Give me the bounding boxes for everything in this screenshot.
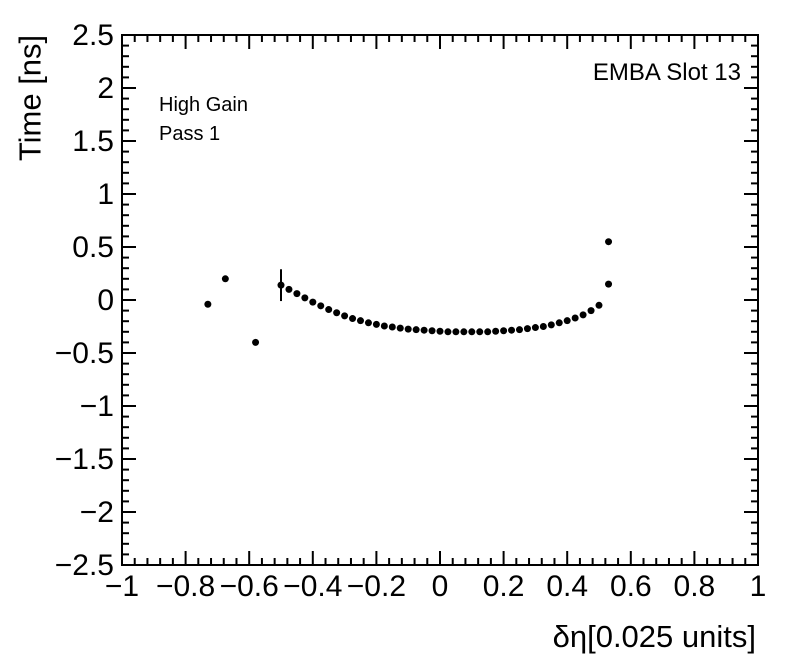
data-point bbox=[605, 280, 613, 288]
data-point bbox=[277, 281, 285, 289]
data-point bbox=[476, 328, 484, 336]
data-point bbox=[404, 325, 412, 333]
data-point bbox=[587, 307, 595, 315]
x-tick-label: −0.6 bbox=[220, 570, 279, 603]
data-point bbox=[252, 338, 260, 346]
x-tick-label: 0.4 bbox=[546, 570, 588, 603]
data-point bbox=[571, 314, 579, 322]
data-point bbox=[357, 317, 364, 325]
data-point bbox=[492, 327, 500, 335]
y-tick-label: −1 bbox=[80, 390, 114, 423]
x-axis-title: δη[0.025 units] bbox=[553, 619, 756, 654]
data-point bbox=[605, 238, 613, 246]
data-point bbox=[595, 301, 603, 309]
x-tick-label: 1 bbox=[750, 570, 767, 603]
data-point bbox=[444, 328, 452, 336]
data-point bbox=[364, 319, 372, 327]
data-point bbox=[221, 275, 229, 283]
data-point bbox=[412, 326, 420, 334]
y-tick-label: −1.5 bbox=[55, 443, 114, 476]
data-point bbox=[468, 328, 476, 336]
data-point bbox=[204, 300, 212, 308]
data-point bbox=[349, 315, 357, 323]
y-tick-label: −2.5 bbox=[55, 549, 114, 582]
y-tick-label: 2.5 bbox=[72, 19, 114, 52]
data-point bbox=[452, 328, 460, 336]
data-point bbox=[531, 324, 539, 332]
data-point bbox=[539, 323, 547, 330]
data-point bbox=[317, 302, 325, 310]
y-tick-label: 0 bbox=[97, 284, 114, 317]
y-tick-label: −2 bbox=[80, 496, 114, 529]
x-tick-label: −0.4 bbox=[283, 570, 342, 603]
y-tick-label: 1 bbox=[97, 178, 114, 211]
data-point bbox=[372, 320, 380, 328]
data-point bbox=[508, 326, 516, 334]
data-point bbox=[436, 327, 444, 335]
data-point bbox=[325, 306, 333, 314]
data-point bbox=[301, 294, 309, 302]
gain-label: High Gain bbox=[159, 94, 248, 116]
y-tick-label: 1.5 bbox=[72, 125, 114, 158]
x-tick-label: 0.6 bbox=[610, 570, 652, 603]
x-tick-label: 0.2 bbox=[483, 570, 525, 603]
data-point bbox=[516, 326, 523, 334]
data-point bbox=[555, 319, 563, 327]
data-point bbox=[428, 327, 436, 335]
y-tick-label: −0.5 bbox=[55, 337, 114, 370]
data-point bbox=[420, 326, 428, 334]
data-point bbox=[547, 321, 555, 329]
y-tick-label: 0.5 bbox=[72, 231, 114, 264]
data-point bbox=[341, 312, 349, 320]
data-point bbox=[333, 309, 341, 317]
data-point bbox=[285, 285, 293, 293]
data-point bbox=[523, 325, 531, 333]
corner-label: EMBA Slot 13 bbox=[593, 59, 741, 86]
pass-label: Pass 1 bbox=[159, 123, 220, 145]
data-point bbox=[460, 328, 468, 336]
y-tick-label: 2 bbox=[97, 72, 114, 105]
data-point bbox=[396, 324, 404, 332]
data-point bbox=[309, 298, 317, 306]
data-point bbox=[500, 327, 508, 335]
data-point bbox=[579, 311, 587, 319]
data-point bbox=[563, 317, 571, 325]
data-point bbox=[380, 322, 388, 330]
data-point bbox=[388, 323, 396, 331]
x-tick-label: −0.2 bbox=[347, 570, 406, 603]
x-tick-label: 0 bbox=[432, 570, 449, 603]
y-axis-title: Time [ns] bbox=[13, 35, 48, 161]
data-point bbox=[293, 290, 301, 298]
x-tick-label: −1 bbox=[105, 570, 139, 603]
data-point bbox=[484, 328, 492, 336]
x-tick-label: −0.8 bbox=[156, 570, 215, 603]
plot-generated: −1 −0.8 −0.6 −0.4 −0.2 0 0.2 0.4 0.6 0.8 1 −2.5 −2 −1… bbox=[55, 19, 767, 603]
x-tick-label: 0.8 bbox=[674, 570, 716, 603]
